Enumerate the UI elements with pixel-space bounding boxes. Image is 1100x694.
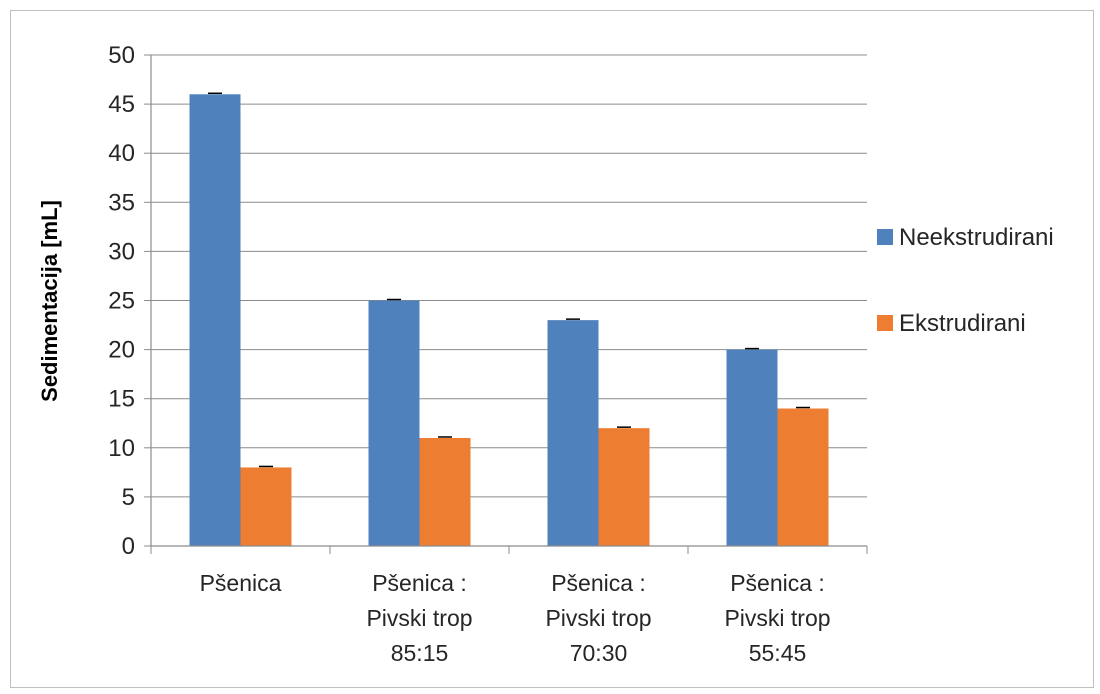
x-tick-label-line: Pšenica : xyxy=(551,570,646,596)
x-tick-label-line: Pšenica : xyxy=(730,570,825,596)
legend: Neekstrudirani Ekstrudirani xyxy=(877,224,1054,337)
legend-swatch xyxy=(877,229,893,245)
bar xyxy=(240,467,292,546)
legend-label: Ekstrudirani xyxy=(899,310,1026,337)
bar xyxy=(419,437,471,546)
gridlines xyxy=(151,54,867,498)
y-tick-label: 45 xyxy=(108,91,135,118)
y-tick-label: 20 xyxy=(108,337,135,364)
x-tick-label-line: Pivski trop xyxy=(366,605,472,631)
x-tick-label-line: Pivski trop xyxy=(545,605,651,631)
chart-frame: 0 5 10 15 20 25 30 35 40 45 50 Pšenica Pšenica : Piv… xyxy=(10,10,1094,688)
x-tick-label: Pšenica : Pivski trop 55:45 xyxy=(724,570,830,666)
bar xyxy=(777,408,829,546)
bar xyxy=(547,320,599,546)
y-axis-label: Sedimentacija [mL] xyxy=(37,200,62,402)
bars xyxy=(189,92,829,546)
y-tick-label: 35 xyxy=(108,189,135,216)
y-tick-label: 10 xyxy=(108,435,135,462)
bar-chart: 0 5 10 15 20 25 30 35 40 45 50 Pšenica Pšenica : Piv… xyxy=(37,42,1054,666)
y-tick-labels: 0 5 10 15 20 25 30 35 40 45 50 xyxy=(108,42,135,560)
bar xyxy=(189,94,241,546)
y-tick-label: 5 xyxy=(122,484,135,511)
x-tick-label-line: Pšenica : xyxy=(372,570,467,596)
x-tick-label: Pšenica xyxy=(200,570,282,596)
y-tick-label: 0 xyxy=(122,533,135,560)
x-tick-label-line: 70:30 xyxy=(570,640,628,666)
legend-label: Neekstrudirani xyxy=(899,224,1054,251)
y-tick-label: 15 xyxy=(108,386,135,413)
x-tick-label-line: Pšenica xyxy=(200,570,282,596)
y-tick-label: 50 xyxy=(108,42,135,69)
x-tick-label-line: 85:15 xyxy=(391,640,449,666)
bar xyxy=(368,300,420,546)
bar xyxy=(598,428,650,546)
x-tick-label: Pšenica : Pivski trop 70:30 xyxy=(545,570,651,666)
x-tick-label-line: Pivski trop xyxy=(724,605,830,631)
x-tick-labels: Pšenica Pšenica : Pivski trop 85:15Pšenica … xyxy=(200,570,831,666)
bar xyxy=(726,349,778,546)
y-tick-label: 40 xyxy=(108,140,135,167)
legend-swatch xyxy=(877,315,893,331)
x-tick-label-line: 55:45 xyxy=(749,640,807,666)
x-tick-label: Pšenica : Pivski trop 85:15 xyxy=(366,570,472,666)
y-tick-label: 30 xyxy=(108,238,135,265)
axes xyxy=(144,54,868,554)
y-tick-label: 25 xyxy=(108,288,135,315)
